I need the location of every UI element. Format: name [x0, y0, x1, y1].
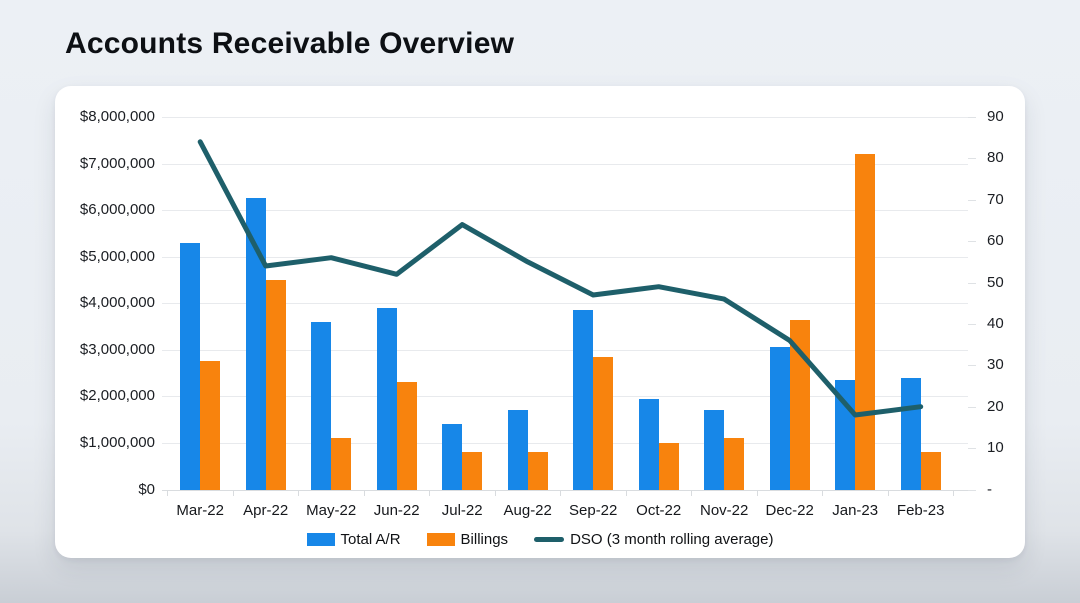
- x-axis-tick: [625, 489, 627, 496]
- bar-billings[interactable]: [920, 452, 941, 490]
- bar-total-a-r[interactable]: [704, 410, 725, 490]
- x-axis-tick: [232, 489, 234, 496]
- y-axis-right-tick: [968, 323, 976, 325]
- bar-total-a-r[interactable]: [180, 242, 201, 490]
- y-axis-right-tick-label: 10: [987, 439, 1004, 457]
- x-axis-label: Aug-22: [503, 501, 552, 519]
- bar-billings[interactable]: [593, 356, 614, 490]
- x-axis-label: Jan-23: [832, 501, 879, 519]
- legend-item-dso-3-month-rolling-average-[interactable]: DSO (3 month rolling average): [534, 531, 774, 548]
- bar-billings[interactable]: [265, 279, 286, 490]
- page-title: Accounts Receivable Overview: [65, 27, 515, 60]
- y-axis-left-tick-label: $2,000,000: [79, 387, 155, 405]
- y-axis-left-tick-label: $7,000,000: [79, 154, 155, 172]
- y-axis-left-tick-label: $0: [138, 480, 155, 498]
- y-axis-right-tick: [968, 117, 976, 118]
- x-axis-label: Nov-22: [700, 501, 749, 519]
- legend-color-swatch: [426, 533, 455, 546]
- x-axis-label: May-22: [306, 501, 357, 519]
- bar-billings[interactable]: [855, 154, 876, 490]
- y-axis-right-tick-label: 50: [987, 273, 1004, 291]
- legend-color-swatch: [306, 533, 335, 546]
- gridline: [162, 117, 968, 118]
- y-axis-left-tick-label: $6,000,000: [79, 201, 155, 219]
- x-axis-label: Dec-22: [765, 501, 814, 519]
- legend-label: Total A/R: [340, 531, 401, 548]
- x-axis-label: Mar-22: [176, 501, 224, 519]
- bar-billings[interactable]: [724, 438, 745, 490]
- x-axis-tick: [429, 489, 431, 496]
- x-axis-tick: [691, 489, 693, 496]
- bar-billings[interactable]: [396, 382, 417, 490]
- dso-line[interactable]: [197, 139, 924, 418]
- bar-total-a-r[interactable]: [835, 380, 856, 490]
- gridline: [162, 489, 968, 491]
- chart-card: $8,000,000 $7,000,000 $6,000,000 $5,000,000…: [55, 86, 1025, 558]
- y-axis-left-tick-label: $5,000,000: [79, 247, 155, 265]
- bar-total-a-r[interactable]: [900, 377, 921, 490]
- bar-billings[interactable]: [789, 319, 810, 490]
- x-axis-tick: [298, 489, 300, 496]
- bar-total-a-r[interactable]: [245, 198, 266, 490]
- y-axis-right-tick-label: 30: [987, 356, 1004, 374]
- bar-billings[interactable]: [200, 361, 221, 490]
- x-axis-tick: [756, 489, 758, 496]
- gridline: [162, 256, 968, 258]
- y-axis-right-tick-label: 90: [987, 108, 1004, 125]
- legend-item-billings[interactable]: Billings: [426, 531, 509, 548]
- gridline: [162, 163, 968, 165]
- legend-line-swatch: [534, 537, 565, 542]
- y-axis-left-tick-label: $8,000,000: [79, 108, 155, 125]
- legend-item-total-a-r[interactable]: Total A/R: [306, 531, 401, 548]
- y-axis-right-tick: [968, 406, 976, 408]
- bar-billings[interactable]: [658, 442, 679, 490]
- x-axis-label: Oct-22: [636, 501, 682, 519]
- bar-total-a-r[interactable]: [573, 310, 594, 490]
- x-axis-tick: [887, 489, 889, 496]
- legend-label: Billings: [460, 531, 509, 548]
- y-axis-left-tick-label: $4,000,000: [79, 294, 155, 312]
- x-axis-tick: [167, 489, 169, 496]
- y-axis-right-tick-label: -: [987, 480, 992, 498]
- bar-total-a-r[interactable]: [442, 424, 463, 490]
- bar-billings[interactable]: [462, 452, 483, 490]
- x-axis-tick: [494, 489, 496, 496]
- gridline: [162, 210, 968, 212]
- bar-total-a-r[interactable]: [507, 410, 528, 490]
- x-axis-label: Apr-22: [243, 501, 289, 519]
- bar-total-a-r[interactable]: [311, 321, 332, 490]
- y-axis-right-tick: [968, 241, 976, 243]
- y-axis-right-tick-label: 60: [987, 232, 1004, 250]
- y-axis-left-tick-label: $1,000,000: [79, 433, 155, 451]
- chart-legend: Total A/R Billings DSO (3 month rolling av…: [55, 531, 1025, 548]
- bar-billings[interactable]: [331, 438, 352, 490]
- x-axis-label: Feb-23: [896, 501, 945, 519]
- bar-total-a-r[interactable]: [638, 398, 659, 490]
- x-axis-label: Sep-22: [569, 501, 618, 519]
- x-axis-tick: [953, 489, 955, 496]
- y-axis-right-tick: [968, 199, 976, 201]
- y-axis-right-tick-label: 80: [987, 149, 1004, 167]
- x-axis-tick: [560, 489, 562, 496]
- gridline: [162, 442, 968, 444]
- y-axis-left-tick-label: $3,000,000: [79, 340, 155, 358]
- y-axis-right-tick: [968, 282, 976, 284]
- x-axis-label: Jul-22: [441, 501, 483, 519]
- x-axis-tick: [363, 489, 365, 496]
- legend-label: DSO (3 month rolling average): [570, 531, 774, 548]
- x-axis-label: Jun-22: [373, 501, 420, 519]
- y-axis-right-tick: [968, 489, 976, 491]
- bar-total-a-r[interactable]: [376, 307, 397, 490]
- y-axis-right-tick: [968, 448, 976, 450]
- y-axis-right-tick: [968, 365, 976, 367]
- x-axis-tick: [822, 489, 824, 496]
- y-axis-right-tick-label: 20: [987, 397, 1004, 415]
- bar-total-a-r[interactable]: [769, 347, 790, 490]
- bar-billings[interactable]: [527, 452, 548, 490]
- y-axis-right-tick-label: 40: [987, 314, 1004, 332]
- y-axis-right-tick-label: 70: [987, 190, 1004, 208]
- y-axis-right-tick: [968, 158, 976, 160]
